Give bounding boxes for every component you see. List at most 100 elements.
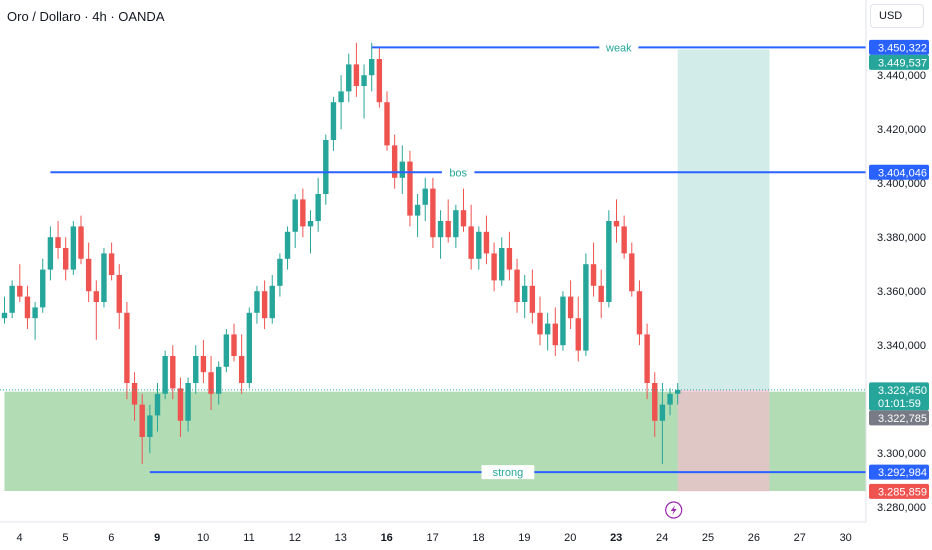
candle — [468, 204, 474, 270]
zones-layer — [4, 49, 866, 492]
candle-body — [522, 285, 528, 302]
candle-body — [177, 388, 184, 421]
candle — [437, 210, 444, 259]
price-badge-bg — [869, 39, 929, 55]
candle — [47, 226, 54, 281]
candle — [636, 280, 643, 346]
price-tick-label: 3.300,000 — [877, 448, 926, 460]
candle-body — [552, 323, 558, 346]
time-tick-label: 9 — [154, 532, 160, 544]
price-badge-label: 3.449,537 — [878, 57, 927, 69]
price-tick-label: 3.360,000 — [877, 286, 926, 298]
candle-body — [231, 334, 237, 356]
candle — [499, 237, 505, 286]
candle-body — [116, 275, 122, 313]
candle-body — [55, 237, 61, 248]
symbol-title[interactable]: Oro / Dollaro · 4h · OANDA — [7, 9, 165, 24]
candle-body — [606, 221, 612, 302]
candle — [422, 177, 428, 221]
time-tick-label: 17 — [426, 532, 438, 544]
price-badge-bg — [869, 410, 929, 426]
candle-body — [369, 59, 375, 76]
candle — [330, 96, 337, 151]
candle — [659, 383, 666, 464]
candle-body — [598, 285, 604, 302]
price-badge: 3.292,984 — [869, 464, 929, 480]
candle — [231, 323, 237, 362]
candle — [598, 269, 604, 319]
price-badge-label: 3.285,859 — [878, 486, 927, 498]
currency-button[interactable]: USD — [870, 4, 924, 28]
candle — [430, 177, 436, 248]
candle — [32, 302, 38, 340]
price-axis[interactable]: 3.440,000 3.420,000 3.400,000 3.380,000 3.36… — [865, 0, 932, 550]
candle — [667, 388, 673, 416]
lightning-icon[interactable] — [665, 501, 683, 519]
candle-body — [9, 285, 15, 313]
candle — [399, 145, 405, 194]
candle — [55, 221, 61, 259]
candle — [124, 302, 130, 400]
time-axis[interactable]: 4 5 6 9 10 11 12 13 16 17 18 19 20 23 24 25 26 27 30 — [0, 521, 866, 544]
candle — [300, 188, 306, 238]
candle — [147, 404, 153, 454]
countdown-label: 01:01:59 — [878, 398, 921, 410]
candle — [629, 242, 635, 297]
candle — [361, 64, 367, 119]
candle — [323, 134, 329, 205]
candle-body — [460, 210, 467, 227]
candle — [552, 307, 558, 356]
candle — [476, 226, 482, 270]
price-badge-label: 3.322,785 — [878, 413, 927, 425]
candle — [353, 42, 360, 97]
candle-body — [139, 404, 145, 437]
candle-body — [422, 188, 428, 205]
candle — [269, 275, 275, 324]
candle — [70, 221, 77, 275]
candle — [116, 264, 122, 329]
candle — [560, 291, 566, 351]
candle-body — [330, 102, 337, 140]
candle-body — [437, 221, 444, 238]
time-tick-label: 25 — [702, 532, 714, 544]
candle-body — [391, 145, 398, 178]
candle-body — [644, 334, 650, 383]
candle — [254, 285, 260, 324]
price-tick-label: 3.280,000 — [877, 502, 926, 514]
candle-body — [147, 415, 153, 437]
candle — [537, 296, 543, 346]
candle — [544, 312, 551, 351]
price-badges-layer: 3.450,322 3.449,537 3.404,046 3.323,45001:0… — [869, 39, 929, 499]
candle-body — [154, 393, 161, 416]
candle — [185, 377, 191, 432]
candle — [9, 280, 15, 319]
price-badge-label: 3.450,322 — [878, 42, 927, 54]
candle-body — [575, 318, 581, 351]
price-tick-label: 3.440,000 — [877, 70, 926, 82]
candle — [154, 383, 161, 432]
candle-body — [292, 199, 298, 232]
candle-body — [567, 296, 574, 319]
time-tick-label: 24 — [656, 532, 668, 544]
price-badge-label: 3.323,450 — [878, 385, 927, 397]
time-tick-label: 12 — [289, 532, 301, 544]
price-badge: 3.449,537 — [869, 54, 929, 70]
price-badge-label: 3.292,984 — [878, 467, 927, 479]
candle-body — [338, 91, 344, 103]
candle — [101, 248, 107, 308]
candle-body — [277, 258, 283, 286]
price-tick-label: 3.340,000 — [877, 340, 926, 352]
candle-body — [583, 264, 589, 351]
price-badge-label: 3.404,046 — [878, 167, 927, 179]
level-label-bg — [599, 40, 639, 55]
candle-body — [430, 188, 436, 238]
candle — [246, 307, 252, 389]
candle-body — [24, 296, 31, 319]
candle-body — [47, 237, 54, 270]
candle — [491, 242, 497, 292]
candle — [369, 42, 375, 92]
stop-zone — [677, 389, 770, 492]
time-tick-label: 30 — [840, 532, 852, 544]
